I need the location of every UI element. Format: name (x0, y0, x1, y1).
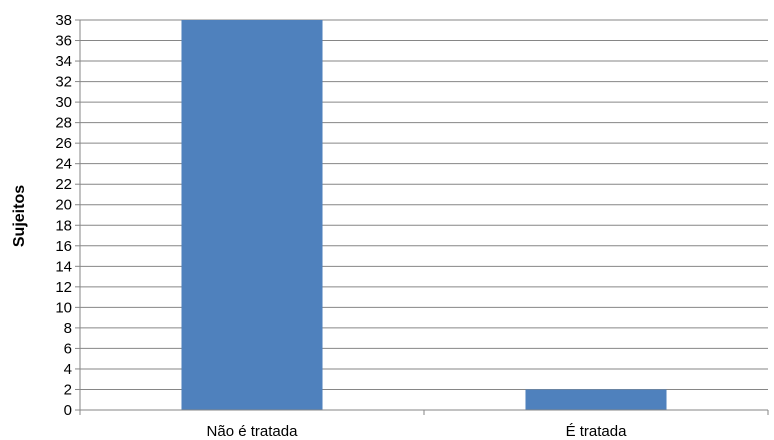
y-tick-label: 12 (55, 279, 72, 296)
y-tick-label: 14 (55, 258, 72, 275)
y-tick-label: 22 (55, 176, 72, 193)
y-tick-label: 28 (55, 115, 72, 132)
x-category-labels: Não é tratada É tratada (207, 423, 628, 440)
y-tick-label: 2 (64, 381, 72, 398)
y-tick-label: 36 (55, 33, 72, 50)
x-category-label: É tratada (566, 423, 628, 440)
y-tick-label: 4 (64, 361, 72, 378)
y-tick-label: 6 (64, 340, 72, 357)
y-tick-label: 16 (55, 238, 72, 255)
y-tick-label: 18 (55, 217, 72, 234)
y-axis-title: Sujeitos (11, 185, 28, 247)
y-tick-label: 10 (55, 299, 72, 316)
bar (525, 389, 667, 410)
axes (75, 19, 769, 415)
y-tick-label: 32 (55, 74, 72, 91)
y-tick-label: 8 (64, 320, 72, 337)
y-tick-label: 34 (55, 53, 72, 70)
y-tick-label: 26 (55, 135, 72, 152)
x-category-label: Não é tratada (207, 423, 299, 440)
y-tick-label: 0 (64, 402, 72, 419)
y-tick-label: 30 (55, 94, 72, 111)
y-tick-label: 24 (55, 156, 72, 173)
bars (181, 20, 667, 410)
bar (181, 20, 323, 410)
y-tick-label: 38 (55, 12, 72, 29)
y-tick-label: 20 (55, 197, 72, 214)
